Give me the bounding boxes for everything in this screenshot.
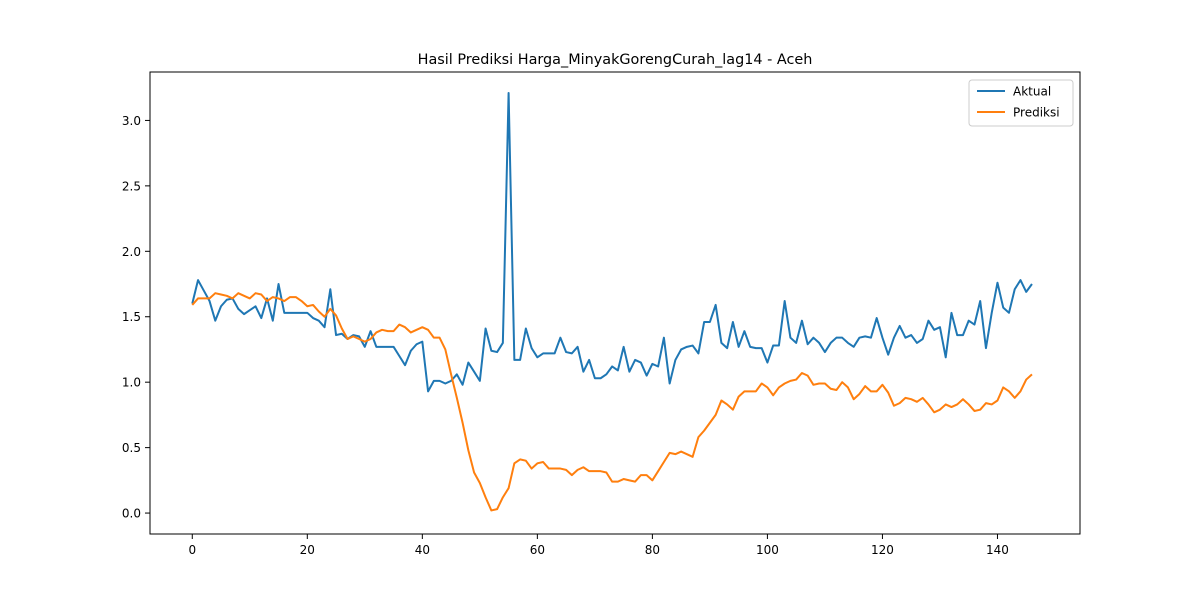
- y-tick-label: 2.5: [122, 179, 141, 193]
- x-tick-label: 140: [986, 543, 1009, 557]
- x-tick-label: 60: [530, 543, 545, 557]
- x-tick-label: 40: [415, 543, 430, 557]
- axes: 0 20 40 60 80 100 120 140 0.0 0.5 1.0 1.5 2.0 2.5 3.0: [122, 71, 1081, 557]
- y-tick-label: 3.0: [122, 114, 141, 128]
- axes-frame: [149, 71, 1081, 535]
- x-tick-label: 20: [300, 543, 315, 557]
- y-tick-label: 0.0: [122, 507, 141, 521]
- chart-title: Hasil Prediksi Harga_MinyakGorengCurah_l…: [418, 52, 813, 68]
- legend-label-aktual: Aktual: [1013, 85, 1051, 99]
- y-tick-label: 1.0: [122, 376, 141, 390]
- legend-label-prediksi: Prediksi: [1013, 106, 1060, 120]
- y-tick-label: 0.5: [122, 441, 141, 455]
- series-line-prediksi: [191, 292, 1033, 512]
- x-tick-label: 0: [188, 543, 196, 557]
- y-tick-label: 2.0: [122, 245, 141, 259]
- plot-area: [191, 91, 1033, 512]
- x-tick-label: 100: [756, 543, 779, 557]
- series-line-aktual: [191, 91, 1033, 393]
- x-tick-label: 80: [645, 543, 660, 557]
- y-tick-label: 1.5: [122, 310, 141, 324]
- x-tick-label: 120: [871, 543, 894, 557]
- legend: Aktual Prediksi: [968, 79, 1074, 127]
